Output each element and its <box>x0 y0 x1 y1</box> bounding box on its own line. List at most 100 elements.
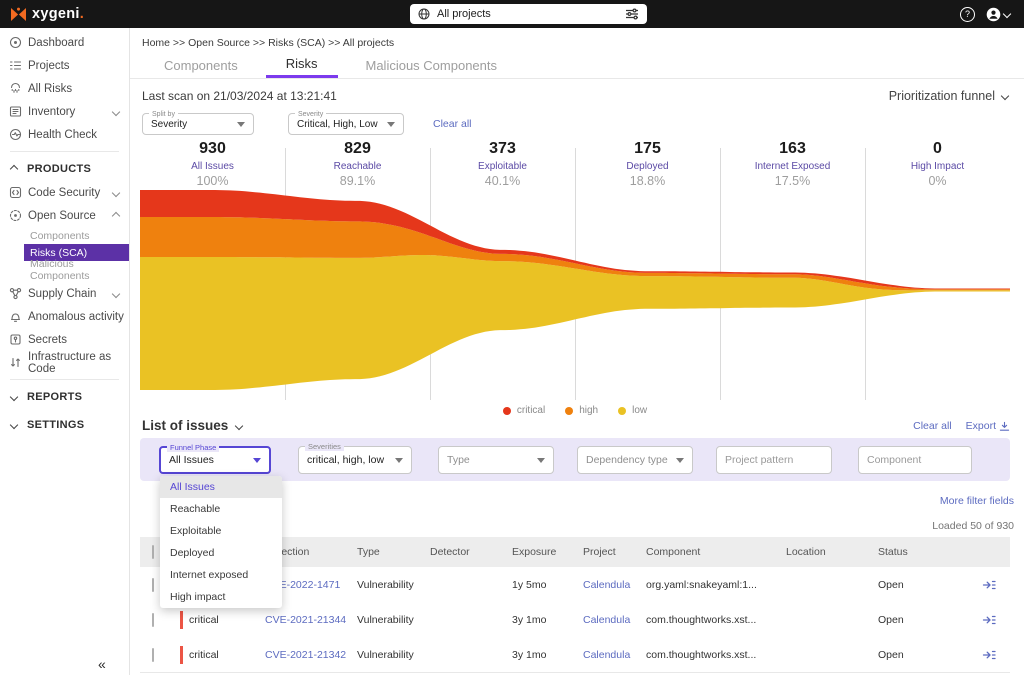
secrets-icon <box>9 333 22 346</box>
sidebar-item-label: Anomalous activity <box>28 310 124 323</box>
breadcrumb[interactable]: Home >> Open Source >> Risks (SCA) >> Al… <box>142 37 395 49</box>
open-issue-drawer-icon[interactable] <box>968 579 1010 591</box>
sidebar-item-anomalous-activity[interactable]: Anomalous activity <box>0 305 129 328</box>
stage-percent: 100% <box>196 174 229 188</box>
sidebar-section-products[interactable]: PRODUCTS <box>0 157 129 181</box>
sidebar-section-label: PRODUCTS <box>27 163 92 175</box>
project-selector-label: All projects <box>437 8 491 20</box>
help-icon[interactable] <box>960 6 975 22</box>
funnel-clear-all-link[interactable]: Clear all <box>433 118 472 130</box>
last-scan-info: Last scan on 21/03/2024 at 13:21:41 <box>142 89 337 103</box>
row-checkbox[interactable] <box>152 612 154 627</box>
tab-malicious-components[interactable]: Malicious Components <box>365 57 498 73</box>
sidebar-section-reports[interactable]: REPORTS <box>0 385 129 409</box>
funnel-band-critical <box>140 190 1010 290</box>
chevron-down-icon <box>1002 9 1012 19</box>
sidebar-item-infrastructure-as-code[interactable]: Infrastructure as Code <box>0 351 129 375</box>
project-link[interactable]: Calendula <box>583 613 631 626</box>
project-pattern-input[interactable] <box>716 446 832 474</box>
sidebar-item-label: Projects <box>28 59 70 72</box>
legend-dot <box>618 406 627 415</box>
stage-percent: 0% <box>928 174 947 188</box>
legend-dot <box>565 406 574 415</box>
severity-bar <box>180 645 183 664</box>
funnel-column-divider <box>865 148 866 400</box>
sidebar-subitem-risks-sca[interactable]: Risks (SCA) <box>24 244 129 261</box>
sidebar-item-secrets[interactable]: Secrets <box>0 328 129 351</box>
project-link[interactable]: Calendula <box>583 578 631 591</box>
funnel-stage-reachable: 829 Reachable 89.1% <box>285 140 430 188</box>
dropdown-caret-icon <box>237 121 245 127</box>
sidebar-item-projects[interactable]: Projects <box>0 54 129 77</box>
sidebar-item-health-check[interactable]: Health Check <box>0 123 129 146</box>
tune-filter-icon[interactable] <box>625 8 639 20</box>
row-checkbox[interactable] <box>152 577 154 592</box>
column-header-location: Location <box>786 546 826 558</box>
type-select[interactable]: Type <box>438 446 554 474</box>
sidebar-item-open-source[interactable]: Open Source <box>0 204 129 227</box>
open-source-icon <box>9 209 22 222</box>
funnel-band-low <box>140 255 1010 390</box>
sidebar-subitem-malicious-components[interactable]: Malicious Components <box>30 257 90 282</box>
column-header-status: Status <box>878 546 908 558</box>
account-icon[interactable] <box>986 7 1012 22</box>
stage-count: 0 <box>933 140 942 157</box>
sidebar-item-all-risks[interactable]: All Risks <box>0 77 129 100</box>
chevron-down-icon <box>9 392 19 402</box>
detection-link[interactable]: CVE-2021-21344 <box>265 613 347 626</box>
dropdown-option-high-impact[interactable]: High impact <box>170 591 226 603</box>
split-by-select[interactable]: Split by Severity <box>142 110 254 135</box>
list-clear-all-link[interactable]: Clear all <box>913 420 952 432</box>
component-cell: com.thoughtworks.xst... <box>646 648 757 661</box>
detection-link[interactable]: CVE-2022-1471 <box>265 578 341 591</box>
xygeni-logo-icon <box>10 7 27 22</box>
column-header-component: Component <box>646 546 701 558</box>
stage-label: Deployed <box>626 161 669 172</box>
sidebar-item-code-security[interactable]: Code Security <box>0 181 129 204</box>
list-of-issues-toggle[interactable]: List of issues <box>142 418 244 433</box>
status-cell: Open <box>878 648 904 661</box>
stage-label: All Issues <box>191 161 234 172</box>
dependency-type-select[interactable]: Dependency type <box>577 446 693 474</box>
tab-components[interactable]: Components <box>164 57 238 73</box>
sidebar-item-inventory[interactable]: Inventory <box>0 100 129 123</box>
sidebar-section-label: REPORTS <box>27 391 83 403</box>
severity-label: critical <box>189 613 219 626</box>
dropdown-option-all-issues[interactable]: All Issues <box>160 476 282 498</box>
stage-count: 163 <box>779 140 806 157</box>
funnel-phase-select[interactable]: Funnel Phase All Issues <box>159 443 271 474</box>
project-selector[interactable]: All projects <box>410 4 647 24</box>
stage-label: High Impact <box>910 161 965 172</box>
tab-risks[interactable]: Risks <box>265 52 338 78</box>
sidebar: Dashboard Projects All Risks Inventory Healt… <box>0 28 130 675</box>
dropdown-option-deployed[interactable]: Deployed <box>170 547 215 559</box>
sidebar-section-settings[interactable]: SETTINGS <box>0 413 129 437</box>
dropdown-option-internet-exposed[interactable]: Internet exposed <box>170 569 249 581</box>
severity-select[interactable]: Severity Critical, High, Low <box>288 110 404 135</box>
dropdown-option-exploitable[interactable]: Exploitable <box>170 525 222 537</box>
issue-row: critical CVE-2021-21344 Vulnerability 3y 1m… <box>140 602 1010 638</box>
xygeni-logo[interactable]: xygeni. <box>0 5 84 23</box>
open-issue-drawer-icon[interactable] <box>968 614 1010 626</box>
severities-select[interactable]: Severities critical, high, low <box>298 442 412 474</box>
row-checkbox-cell <box>140 612 180 627</box>
select-all-checkbox[interactable] <box>152 545 154 559</box>
sidebar-collapse-button[interactable]: « <box>98 656 106 672</box>
sidebar-item-supply-chain[interactable]: Supply Chain <box>0 282 129 305</box>
export-link[interactable]: Export <box>966 420 1010 432</box>
sidebar-subitem-components[interactable]: Components <box>30 229 90 242</box>
more-filter-fields-link[interactable]: More filter fields <box>939 495 1014 507</box>
dropdown-caret-icon <box>676 457 684 463</box>
stage-percent: 40.1% <box>484 174 521 188</box>
stage-count: 373 <box>489 140 516 157</box>
view-selector-dropdown[interactable]: Prioritization funnel <box>889 89 1010 103</box>
open-issue-drawer-icon[interactable] <box>968 649 1010 661</box>
dropdown-option-reachable[interactable]: Reachable <box>170 503 221 515</box>
project-link[interactable]: Calendula <box>583 648 631 661</box>
detection-link[interactable]: CVE-2021-21342 <box>265 648 347 661</box>
component-input[interactable] <box>858 446 972 474</box>
sidebar-item-dashboard[interactable]: Dashboard <box>0 31 129 54</box>
row-checkbox[interactable] <box>152 647 154 662</box>
stage-count: 175 <box>634 140 661 157</box>
